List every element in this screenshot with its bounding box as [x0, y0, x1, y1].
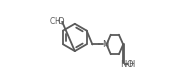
Text: N: N: [120, 60, 126, 69]
Text: CH$_3$: CH$_3$: [49, 16, 65, 28]
Text: N: N: [102, 40, 108, 49]
Text: O: O: [126, 60, 133, 69]
Text: O: O: [57, 17, 64, 26]
Text: H: H: [129, 60, 135, 69]
